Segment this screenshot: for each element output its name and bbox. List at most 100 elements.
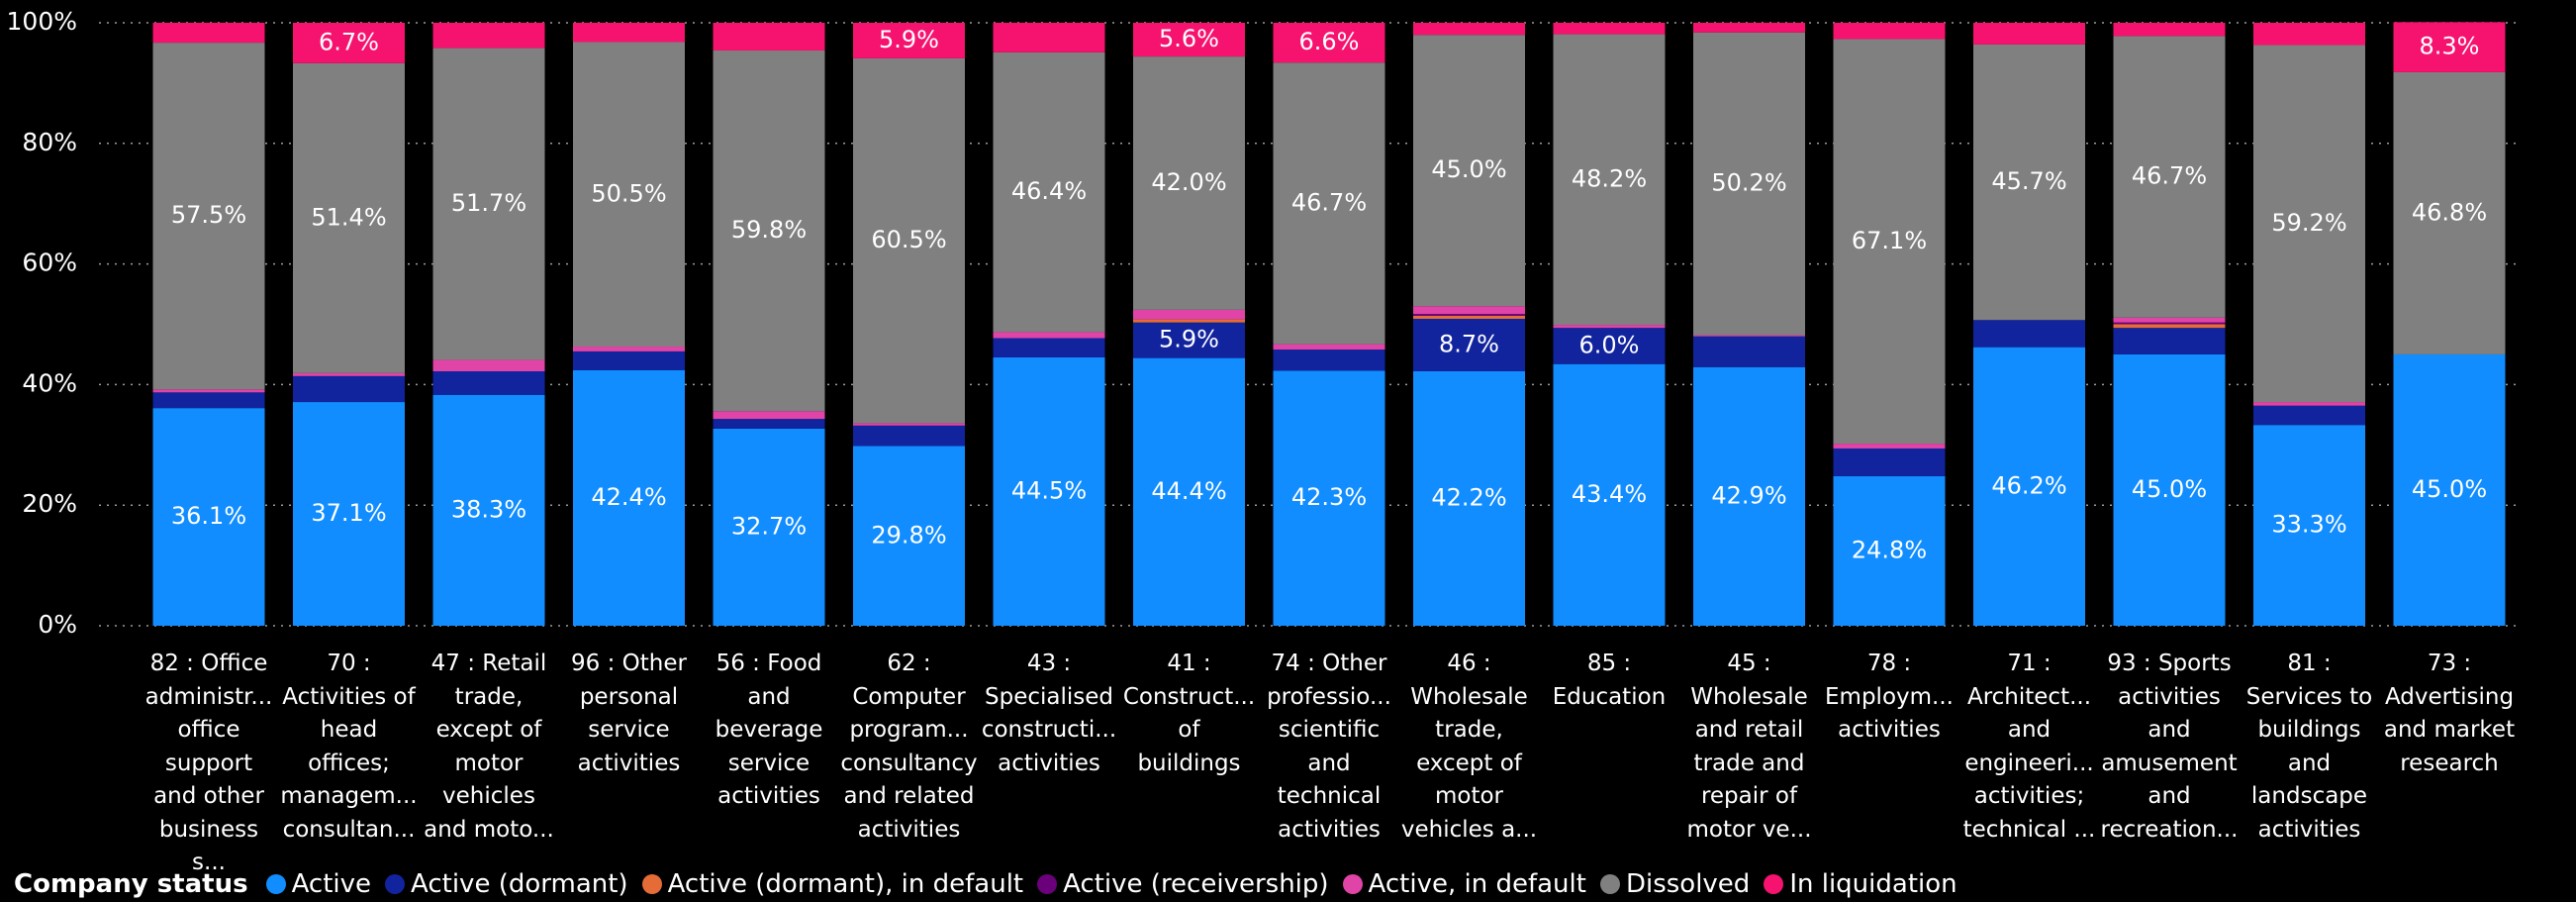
bar-segment	[1693, 335, 1805, 337]
x-tick-label: 43 : Specialised constructi... activitie…	[981, 651, 1117, 776]
y-tick-label: 100%	[7, 7, 77, 36]
legend-item: Active (receivership)	[1037, 869, 1329, 899]
legend-label: Active	[291, 869, 372, 899]
bar-segment	[2113, 324, 2226, 329]
x-tick-label: 73 : Advertising and market research	[2383, 651, 2516, 776]
bar-segment	[1553, 23, 1666, 35]
y-tick-label: 20%	[22, 489, 77, 518]
legend-marker	[1037, 874, 1058, 894]
x-tick-label: 46 : Wholesale trade, except of motor ve…	[1400, 651, 1538, 843]
bar-segment	[293, 375, 405, 403]
bar-segment	[293, 23, 405, 63]
x-tick-label: 82 : Office administr... office support …	[144, 651, 273, 875]
x-tick-label: 41 : Construct... of buildings	[1122, 651, 1256, 776]
bar-segment	[2113, 328, 2226, 354]
y-tick-label: 80%	[22, 128, 77, 156]
data-label: 33.3%	[2271, 511, 2346, 539]
bar-segment	[1413, 315, 1525, 320]
bar-segment	[1833, 23, 1946, 40]
legend-marker	[265, 874, 286, 894]
bar-segment	[853, 57, 965, 424]
legend-label: Active (dormant), in default	[667, 869, 1024, 899]
bar-segment	[853, 446, 965, 626]
data-label: 6.6%	[1299, 28, 1360, 55]
data-label: 50.5%	[591, 179, 666, 207]
legend-marker	[1342, 874, 1363, 894]
data-label: 45.7%	[1991, 167, 2066, 195]
legend-label: In liquidation	[1789, 869, 1957, 899]
bar-segment	[1413, 35, 1525, 307]
bar-segment	[713, 411, 825, 420]
bar-segment	[1413, 371, 1525, 626]
legend-item: Active, in default	[1342, 869, 1586, 899]
data-label: 57.5%	[171, 201, 246, 229]
bar-segment	[573, 351, 685, 370]
bar-segment	[573, 369, 685, 626]
legend-item: Active (dormant)	[385, 869, 628, 899]
bar-segment	[1553, 325, 1666, 329]
bar-segment	[1273, 23, 1385, 63]
data-label: 51.7%	[451, 189, 526, 217]
bar-segment	[1833, 448, 1946, 476]
bar-segment	[1413, 23, 1525, 36]
bar-segment	[293, 372, 405, 376]
legend-title: Company status	[14, 869, 248, 899]
legend-marker	[1764, 874, 1784, 894]
data-label: 43.4%	[1572, 480, 1647, 508]
data-label: 8.3%	[2420, 33, 2480, 60]
data-label: 45.0%	[2132, 475, 2207, 503]
bar-segment	[993, 332, 1105, 339]
bar-segment	[1413, 306, 1525, 315]
bar-segment	[713, 428, 825, 626]
bar-segment	[1693, 32, 1805, 336]
x-tick-label: 45 : Wholesale and retail trade and repa…	[1686, 651, 1812, 843]
bar-segment	[152, 23, 265, 44]
bar-segment	[432, 394, 545, 626]
bar-segment	[2393, 353, 2506, 626]
bar-segment	[1133, 56, 1245, 310]
bar-segment	[713, 419, 825, 429]
bar-segment	[2253, 405, 2365, 426]
bar-segment	[1693, 23, 1805, 33]
data-label: 24.8%	[1852, 536, 1927, 563]
y-tick-label: 0%	[38, 610, 77, 639]
data-label: 59.2%	[2271, 209, 2346, 237]
legend-label: Active (receivership)	[1063, 869, 1329, 899]
data-label: 42.9%	[1711, 481, 1786, 509]
bar-segment	[1973, 347, 2085, 626]
data-label: 6.0%	[1579, 331, 1640, 358]
bar-segment	[152, 408, 265, 626]
legend-label: Active, in default	[1368, 869, 1586, 899]
legend-item: Active	[265, 869, 372, 899]
bar-segment	[1693, 366, 1805, 626]
x-tick-label: 70 : Activities of head offices; managem…	[280, 651, 418, 843]
data-label: 48.2%	[1572, 164, 1647, 192]
bar-segment	[1133, 23, 1245, 57]
legend-item: Active (dormant), in default	[641, 869, 1024, 899]
data-label: 50.2%	[1711, 169, 1786, 197]
data-label: 46.7%	[2132, 162, 2207, 190]
data-label: 32.7%	[731, 512, 807, 540]
bar-segment	[573, 23, 685, 43]
x-tick-label: 74 : Other professio... scientific and t…	[1267, 651, 1391, 843]
data-label: 36.1%	[171, 502, 246, 530]
bar-segment	[713, 23, 825, 51]
data-label: 5.9%	[1159, 326, 1219, 353]
data-label: 44.5%	[1011, 476, 1087, 504]
bar-segment	[293, 402, 405, 626]
y-tick-label: 40%	[22, 368, 77, 397]
bar-segment	[432, 371, 545, 395]
data-label: 37.1%	[311, 499, 386, 527]
legend-marker	[641, 874, 662, 894]
bar-segment	[993, 338, 1105, 357]
bar-segment	[2113, 317, 2226, 323]
bar-segment	[152, 392, 265, 409]
x-tick-label: 47 : Retail trade, except of motor vehic…	[424, 651, 554, 843]
x-tick-label: 96 : Other personal service activities	[571, 651, 687, 776]
bar-segment	[993, 356, 1105, 626]
bar-segment	[1693, 336, 1805, 367]
bar-segment	[152, 43, 265, 390]
data-label: 51.4%	[311, 203, 386, 231]
bar-segment	[1133, 309, 1245, 320]
